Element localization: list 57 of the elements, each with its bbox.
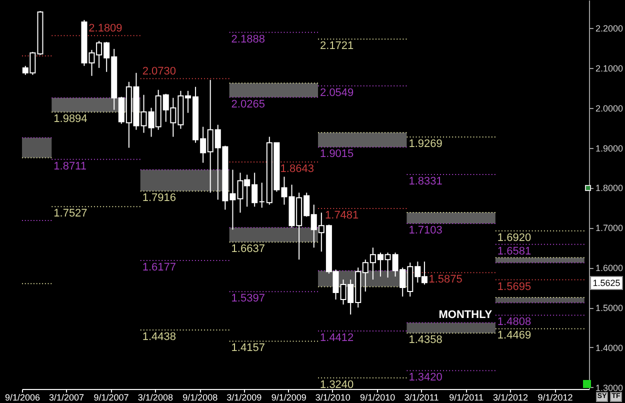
series-label: 2.0549: [320, 86, 354, 99]
series-label: 1.8711: [54, 160, 86, 172]
y-tick-label: 2.0000: [596, 103, 624, 114]
series-label: 1.6637: [231, 243, 265, 256]
series-label: 1.7103: [408, 224, 442, 237]
series-label: 1.8643: [280, 163, 314, 176]
series-label: 2.1888: [231, 33, 265, 46]
series-label: 1.3240: [320, 378, 354, 391]
annotation: MONTHLY: [438, 309, 493, 322]
series-label: 2.0730: [142, 66, 176, 78]
y-tick-label: 1.5000: [596, 303, 624, 314]
x-tick-label: 3/1/2008: [138, 392, 173, 402]
series-label: 2.0265: [231, 98, 265, 110]
series-label: 1.8331: [408, 175, 442, 188]
series-label: 1.4808: [497, 316, 532, 328]
series-label: 1.9269: [408, 138, 442, 150]
series-label: 1.6177: [142, 262, 176, 274]
x-tick-label: 3/1/2011: [404, 392, 439, 402]
series-label: 1.9015: [320, 148, 354, 160]
y-tick-label: 1.4000: [596, 342, 624, 353]
series-label: 1.7527: [54, 208, 88, 220]
x-tick-label: 9/1/2008: [182, 392, 218, 402]
x-tick-label: 9/1/2007: [94, 392, 129, 402]
series-label: 1.9894: [54, 113, 88, 126]
series-label: 2.1809: [88, 22, 122, 35]
series-label: 1.4157: [231, 342, 265, 354]
y-tick-label: 1.3000: [596, 382, 624, 393]
x-tick-label: 9/1/2006: [4, 392, 40, 402]
candlestick: [258, 182, 265, 208]
series-label: 1.4358: [408, 334, 442, 346]
y-tick-label: 1.8000: [596, 183, 624, 194]
y-tick-label: 1.6000: [596, 263, 624, 274]
y-tick-label: 2.1000: [596, 63, 624, 74]
x-tick-label: 9/1/2012: [538, 392, 573, 402]
x-tick-label: 3/1/2012: [492, 392, 528, 402]
series-label: 1.4438: [142, 330, 176, 343]
series-label: 2.1721: [320, 40, 354, 52]
series-label: 1.4469: [497, 330, 532, 342]
y-tick-label: 1.7000: [596, 223, 624, 234]
series-label: 1.5695: [497, 280, 532, 293]
x-tick-label: 3/1/2007: [48, 392, 84, 402]
x-tick-label: 3/1/2009: [226, 392, 262, 402]
y-tick-label: 2.2000: [596, 23, 624, 34]
x-tick-label: 9/1/2011: [449, 392, 484, 402]
series-label: 1.7916: [142, 192, 176, 204]
x-tick-label: 9/1/2009: [271, 392, 306, 402]
series-label: 1.3420: [408, 372, 442, 384]
y-tick-label: 1.9000: [596, 143, 624, 154]
price-tag: 1.5625: [590, 276, 623, 290]
x-tick-label: 3/1/2010: [315, 392, 350, 402]
series-label: 1.5875: [428, 274, 462, 286]
x-tick-label: 9/1/2010: [360, 392, 396, 402]
series-label: 1.5397: [231, 292, 265, 305]
series-label: 1.7481: [325, 209, 359, 222]
series-label: 1.4412: [320, 332, 354, 344]
series-label: 1.6581: [497, 245, 532, 258]
series-label: 1.6920: [497, 232, 532, 244]
